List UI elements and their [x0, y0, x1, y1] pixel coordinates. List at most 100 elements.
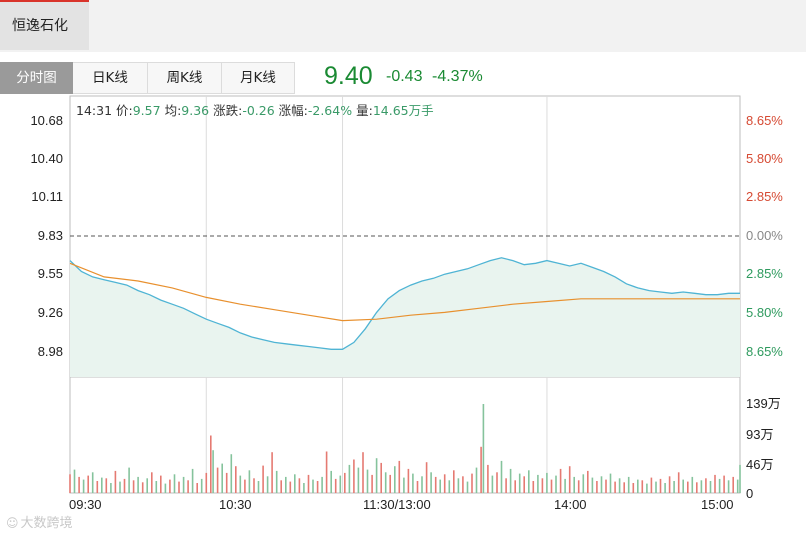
- volume-bar: [230, 454, 233, 493]
- current-price: 9.40: [324, 62, 373, 90]
- volume-bar: [348, 464, 351, 493]
- volume-bar: [96, 481, 99, 493]
- volume-bar: [596, 481, 598, 493]
- volume-bar: [210, 435, 212, 493]
- volume-bar: [384, 472, 387, 493]
- volume-bar: [564, 478, 566, 493]
- volume-bar: [732, 476, 734, 493]
- volume-bar: [691, 476, 694, 493]
- volume-bar: [641, 480, 644, 493]
- info-avg: 9.36: [181, 103, 210, 118]
- volume-bar: [371, 474, 373, 493]
- volume-bar: [487, 464, 489, 493]
- volume-bar: [555, 475, 557, 493]
- volume-bar: [344, 472, 346, 493]
- volume-bar: [443, 474, 446, 493]
- volume-bar: [605, 479, 607, 493]
- volume-bar: [298, 478, 301, 493]
- info-time: 14:31: [76, 103, 113, 118]
- volume-bar: [200, 478, 203, 493]
- crosshair-info: 14:31 价:9.57 均:9.36 涨跌:-0.26 涨幅:-2.64% 量…: [76, 103, 434, 118]
- volume-bar: [394, 466, 396, 493]
- y-tick-right: 8.65%: [746, 113, 783, 128]
- tab-monthly-k[interactable]: 月K线: [222, 62, 295, 94]
- volume-bar: [537, 474, 539, 493]
- volume-bar: [362, 452, 364, 493]
- volume-bar: [505, 478, 507, 493]
- volume-bar: [262, 465, 264, 493]
- volume-bar: [330, 470, 332, 493]
- volume-bar: [155, 481, 158, 493]
- volume-bar: [682, 479, 684, 493]
- volume-bar: [407, 468, 410, 493]
- price-line: [69, 257, 740, 350]
- volume-bar: [178, 481, 180, 493]
- volume-bar: [169, 479, 171, 493]
- volume-bar: [248, 470, 251, 493]
- volume-bar: [614, 481, 616, 493]
- volume-bar: [500, 460, 503, 493]
- volume-bar: [668, 476, 671, 493]
- volume-bar: [173, 474, 176, 493]
- volume-bar: [559, 468, 562, 493]
- tab-weekly-k[interactable]: 周K线: [148, 62, 222, 94]
- volume-bar: [380, 462, 382, 493]
- x-tick: 14:00: [554, 497, 587, 512]
- volume-bar: [655, 481, 657, 493]
- volume-bar: [289, 481, 292, 493]
- volume-bar: [191, 468, 194, 493]
- stock-tab-bar: [0, 0, 806, 52]
- volume-bar: [541, 478, 544, 493]
- y-tick-left: 9.83: [37, 228, 63, 243]
- volume-bar: [137, 476, 139, 493]
- volume-bar: [705, 478, 707, 493]
- volume-y-tick: 139万: [746, 396, 781, 411]
- y-tick-left: 8.98: [37, 344, 63, 359]
- volume-bar: [673, 481, 675, 493]
- volume-bar: [577, 480, 580, 493]
- volume-bar: [398, 460, 401, 493]
- volume-bar: [523, 476, 525, 493]
- volume-bar: [225, 472, 228, 493]
- volume-bar: [475, 467, 478, 493]
- volume-bar: [205, 472, 208, 493]
- volume-bar: [366, 469, 369, 493]
- volume-bar: [568, 466, 571, 493]
- volume-bar: [587, 470, 589, 493]
- volume-bar: [471, 473, 473, 493]
- volume-bar: [110, 483, 112, 493]
- volume-bar: [87, 475, 89, 493]
- volume-bar: [403, 477, 405, 493]
- volume-bar: [73, 469, 76, 493]
- volume-bar: [650, 477, 653, 493]
- volume-bar: [687, 481, 689, 493]
- volume-bar: [164, 483, 167, 493]
- tab-daily-k[interactable]: 日K线: [73, 62, 148, 94]
- volume-bar: [221, 463, 223, 493]
- volume-bar: [416, 481, 419, 493]
- y-tick-right: 2.85%: [746, 266, 783, 281]
- volume-bar: [187, 480, 189, 493]
- volume-bar: [582, 474, 585, 493]
- y-tick-right: 2.85%: [746, 189, 783, 204]
- volume-bar: [482, 404, 485, 493]
- volume-bar: [325, 451, 328, 493]
- volume-y-tick: 46万: [746, 457, 774, 472]
- tab-intraday[interactable]: 分时图: [0, 62, 73, 94]
- volume-bar: [709, 481, 712, 493]
- stock-tab[interactable]: 恒逸石化: [0, 0, 89, 50]
- info-volume: 14.65万手: [372, 103, 434, 118]
- volume-bar: [550, 479, 553, 493]
- volume-bar: [480, 446, 482, 493]
- volume-bar: [119, 481, 121, 493]
- volume-bar: [146, 478, 148, 493]
- volume-bar: [466, 481, 469, 493]
- volume-bar: [430, 472, 432, 493]
- y-tick-right: 0.00%: [746, 228, 783, 243]
- volume-bar: [457, 478, 460, 493]
- volume-bar: [509, 468, 512, 493]
- volume-bar: [275, 470, 278, 493]
- volume-bar: [82, 479, 85, 493]
- volume-y-tick: 0: [746, 486, 754, 501]
